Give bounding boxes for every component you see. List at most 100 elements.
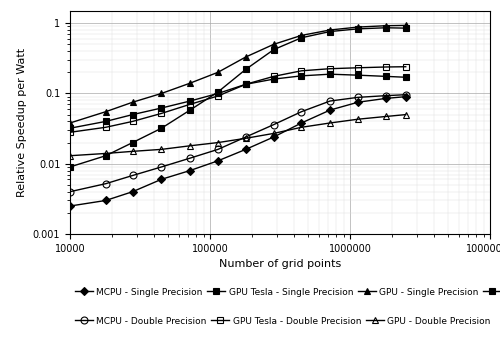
GPU - Single Precision xyxy=(67,121,73,125)
GPU - Single Precision xyxy=(187,81,193,85)
GPU - Single Precision xyxy=(242,55,248,59)
MCPU - Double Precision xyxy=(215,147,221,152)
GPU Tesla - Single Precision xyxy=(158,126,164,130)
FPGA - Single Precision xyxy=(355,73,361,77)
MCPU - Double Precision xyxy=(382,94,388,98)
MCPU - Single Precision xyxy=(270,135,276,139)
FPGA - Single Precision xyxy=(102,119,108,123)
MCPU - Double Precision xyxy=(158,165,164,169)
GPU - Double Precision xyxy=(355,117,361,121)
MCPU - Double Precision xyxy=(298,109,304,114)
FPGA - Single Precision xyxy=(402,75,408,80)
GPU - Double Precision xyxy=(67,154,73,158)
GPU Tesla - Double Precision xyxy=(67,130,73,135)
GPU - Single Precision xyxy=(130,100,136,104)
X-axis label: Number of grid points: Number of grid points xyxy=(219,259,341,269)
GPU Tesla - Double Precision xyxy=(355,66,361,70)
GPU Tesla - Double Precision xyxy=(298,69,304,73)
MCPU - Double Precision xyxy=(187,156,193,160)
GPU - Single Precision xyxy=(102,109,108,114)
Line: GPU - Single Precision: GPU - Single Precision xyxy=(66,22,409,126)
Line: MCPU - Single Precision: MCPU - Single Precision xyxy=(67,94,408,209)
Legend: MCPU - Double Precision, GPU Tesla - Double Precision, GPU - Double Precision: MCPU - Double Precision, GPU Tesla - Dou… xyxy=(74,317,491,326)
FPGA - Single Precision xyxy=(242,82,248,86)
GPU Tesla - Double Precision xyxy=(327,67,333,71)
FPGA - Single Precision xyxy=(215,91,221,96)
GPU Tesla - Single Precision xyxy=(242,67,248,72)
Line: FPGA - Single Precision: FPGA - Single Precision xyxy=(66,71,409,132)
Line: GPU Tesla - Single Precision: GPU Tesla - Single Precision xyxy=(66,24,409,170)
GPU Tesla - Single Precision xyxy=(130,140,136,145)
MCPU - Double Precision xyxy=(270,122,276,127)
Line: GPU - Double Precision: GPU - Double Precision xyxy=(66,111,409,159)
GPU Tesla - Double Precision xyxy=(102,125,108,130)
MCPU - Double Precision xyxy=(355,95,361,99)
FPGA - Single Precision xyxy=(327,72,333,76)
GPU Tesla - Double Precision xyxy=(158,111,164,116)
GPU - Double Precision xyxy=(242,136,248,140)
GPU - Single Precision xyxy=(402,23,408,28)
MCPU - Single Precision xyxy=(382,96,388,100)
GPU - Double Precision xyxy=(382,114,388,119)
GPU - Double Precision xyxy=(187,144,193,148)
GPU - Double Precision xyxy=(327,121,333,125)
MCPU - Double Precision xyxy=(242,135,248,139)
GPU - Double Precision xyxy=(158,147,164,152)
FPGA - Single Precision xyxy=(158,106,164,110)
MCPU - Single Precision xyxy=(298,121,304,125)
GPU Tesla - Double Precision xyxy=(270,74,276,78)
MCPU - Double Precision xyxy=(327,99,333,103)
GPU Tesla - Single Precision xyxy=(327,30,333,34)
GPU Tesla - Double Precision xyxy=(402,64,408,69)
MCPU - Single Precision xyxy=(187,168,193,173)
GPU Tesla - Double Precision xyxy=(215,94,221,98)
GPU Tesla - Double Precision xyxy=(382,65,388,69)
GPU - Single Precision xyxy=(355,25,361,29)
GPU - Double Precision xyxy=(402,112,408,117)
GPU - Single Precision xyxy=(215,70,221,75)
FPGA - Single Precision xyxy=(298,74,304,78)
GPU - Double Precision xyxy=(298,125,304,130)
MCPU - Double Precision xyxy=(67,189,73,194)
GPU - Double Precision xyxy=(102,151,108,156)
GPU Tesla - Single Precision xyxy=(298,36,304,40)
MCPU - Single Precision xyxy=(355,100,361,104)
GPU - Double Precision xyxy=(270,131,276,136)
GPU - Single Precision xyxy=(298,33,304,37)
GPU Tesla - Double Precision xyxy=(242,82,248,86)
Y-axis label: Relative Speedup per Watt: Relative Speedup per Watt xyxy=(17,48,27,197)
GPU Tesla - Single Precision xyxy=(67,165,73,169)
MCPU - Double Precision xyxy=(130,173,136,177)
MCPU - Single Precision xyxy=(67,204,73,208)
MCPU - Single Precision xyxy=(402,95,408,99)
GPU Tesla - Single Precision xyxy=(270,48,276,52)
MCPU - Single Precision xyxy=(158,177,164,181)
GPU Tesla - Single Precision xyxy=(355,27,361,31)
MCPU - Double Precision xyxy=(102,181,108,186)
GPU Tesla - Single Precision xyxy=(402,26,408,30)
FPGA - Single Precision xyxy=(270,77,276,81)
GPU Tesla - Double Precision xyxy=(187,102,193,107)
GPU - Single Precision xyxy=(270,42,276,46)
GPU - Double Precision xyxy=(130,149,136,153)
GPU - Single Precision xyxy=(158,91,164,96)
FPGA - Single Precision xyxy=(382,74,388,78)
MCPU - Single Precision xyxy=(242,147,248,152)
MCPU - Single Precision xyxy=(327,108,333,112)
GPU Tesla - Single Precision xyxy=(215,90,221,94)
GPU Tesla - Single Precision xyxy=(102,154,108,158)
GPU Tesla - Single Precision xyxy=(187,108,193,112)
MCPU - Double Precision xyxy=(402,93,408,97)
MCPU - Single Precision xyxy=(215,159,221,163)
GPU - Single Precision xyxy=(382,23,388,28)
FPGA - Single Precision xyxy=(130,112,136,117)
Line: GPU Tesla - Double Precision: GPU Tesla - Double Precision xyxy=(66,63,409,136)
FPGA - Single Precision xyxy=(67,126,73,130)
GPU Tesla - Single Precision xyxy=(382,26,388,30)
FPGA - Single Precision xyxy=(187,99,193,103)
Line: MCPU - Double Precision: MCPU - Double Precision xyxy=(66,91,409,195)
MCPU - Single Precision xyxy=(102,198,108,203)
GPU Tesla - Double Precision xyxy=(130,119,136,123)
GPU - Double Precision xyxy=(215,140,221,145)
MCPU - Single Precision xyxy=(130,189,136,194)
